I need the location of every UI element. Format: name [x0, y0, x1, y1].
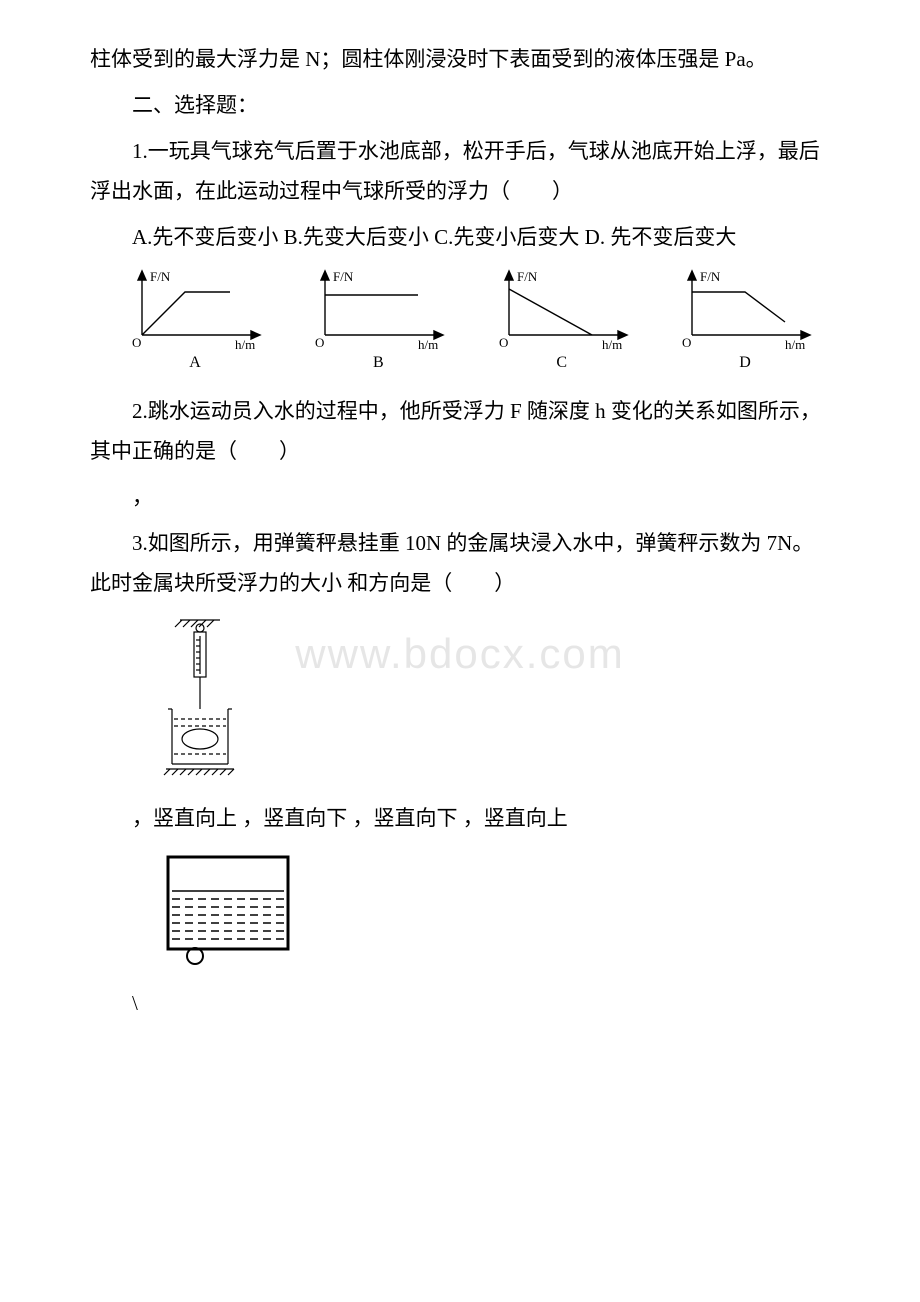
axis-x-label: h/m — [602, 337, 622, 352]
graph-d: F/N h/m O D — [670, 267, 820, 372]
axis-x-label: h/m — [418, 337, 438, 352]
graph-c-label: C — [556, 354, 567, 372]
svg-text:O: O — [682, 335, 691, 350]
graph-b-svg: F/N h/m O — [303, 267, 453, 352]
content: 柱体受到的最大浮力是 N；圆柱体刚浸没时下表面受到的液体压强是 Pa。 二、选择… — [90, 40, 830, 1024]
q2-comma: ， — [90, 478, 830, 518]
q1-text: 1.一玩具气球充气后置于水池底部，松开手后，气球从池底开始上浮，最后浮出水面，在… — [90, 132, 830, 212]
q2-text: 2.跳水运动员入水的过程中，他所受浮力 F 随深度 h 变化的关系如图所示，其中… — [90, 392, 830, 472]
svg-text:O: O — [315, 335, 324, 350]
backslash-line: \ — [90, 984, 830, 1024]
graph-c-svg: F/N h/m O — [487, 267, 637, 352]
graph-b: F/N h/m O B — [303, 267, 453, 372]
q3-options: ，竖直向上 ，竖直向下 ，竖直向下 ，竖直向上 — [90, 799, 830, 839]
graph-b-label: B — [373, 354, 384, 372]
section2-title: 二、选择题： — [90, 86, 830, 126]
graph-a: F/N h/m O A — [120, 267, 270, 372]
graph-d-svg: F/N h/m O — [670, 267, 820, 352]
axis-y-label: F/N — [700, 269, 721, 284]
tank-figure — [160, 849, 830, 974]
graph-d-label: D — [739, 354, 751, 372]
axis-y-label: F/N — [150, 269, 171, 284]
frag-top: 柱体受到的最大浮力是 N；圆柱体刚浸没时下表面受到的液体压强是 Pa。 — [90, 40, 830, 80]
axis-y-label: F/N — [333, 269, 354, 284]
axis-y-label: F/N — [517, 269, 538, 284]
spring-scale-svg — [160, 614, 240, 784]
svg-text:O: O — [132, 335, 141, 350]
svg-text:O: O — [499, 335, 508, 350]
axis-x-label: h/m — [235, 337, 255, 352]
tank-svg — [160, 849, 300, 969]
graph-row: F/N h/m O A F/N h/m O B — [120, 267, 820, 372]
spring-scale-figure — [160, 614, 830, 789]
graph-a-label: A — [189, 354, 201, 372]
q3-text: 3.如图所示，用弹簧秤悬挂重 10N 的金属块浸入水中，弹簧秤示数为 7N。此时… — [90, 524, 830, 604]
graph-c: F/N h/m O C — [487, 267, 637, 372]
axis-x-label: h/m — [785, 337, 805, 352]
q1-options: A.先不变后变小 B.先变大后变小 C.先变小后变大 D. 先不变后变大 — [90, 218, 830, 258]
graph-a-svg: F/N h/m O — [120, 267, 270, 352]
